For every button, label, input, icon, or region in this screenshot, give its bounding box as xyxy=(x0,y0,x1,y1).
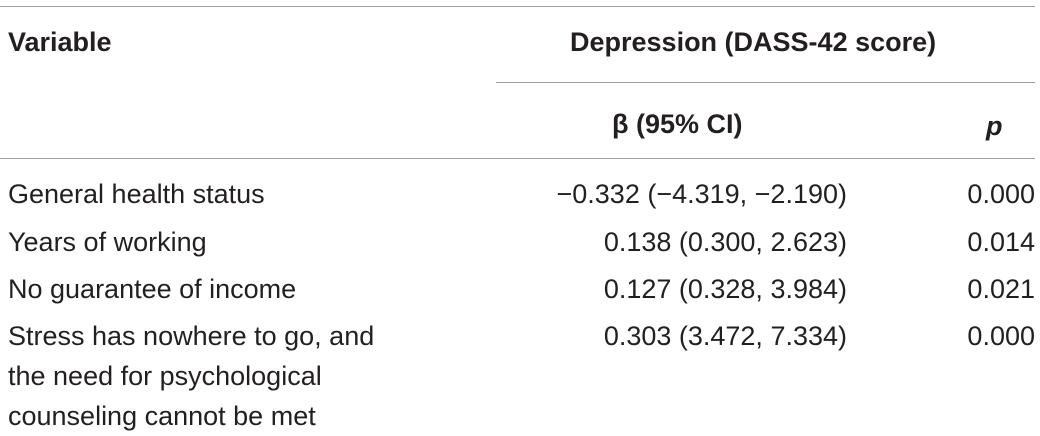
row-p: 0.014 xyxy=(967,227,1035,257)
row-p: 0.021 xyxy=(967,274,1035,304)
row-beta: −0.332 (−4.319, −2.190) xyxy=(556,179,848,209)
header-depression-group: Depression (DASS-42 score) xyxy=(570,27,937,57)
row-variable: Years of working xyxy=(8,227,207,257)
row-beta: 0.138 (0.300, 2.623) xyxy=(603,227,847,257)
row-variable: Stress has nowhere to go, and the need f… xyxy=(8,321,375,431)
row-p: 0.000 xyxy=(967,179,1035,209)
top-rule xyxy=(0,6,1035,7)
row-beta: 0.127 (0.328, 3.984) xyxy=(603,274,847,304)
row-variable: General health status xyxy=(8,179,265,209)
row-p: 0.000 xyxy=(967,321,1035,351)
header-beta-ci: β (95% CI) xyxy=(612,109,743,139)
row-beta: 0.303 (3.472, 7.334) xyxy=(603,321,847,351)
header-p-value: p xyxy=(986,111,1003,141)
row-variable: No guarantee of income xyxy=(8,274,297,304)
group-rule xyxy=(496,82,1035,83)
header-rule xyxy=(0,158,1035,159)
header-variable: Variable xyxy=(8,27,112,57)
